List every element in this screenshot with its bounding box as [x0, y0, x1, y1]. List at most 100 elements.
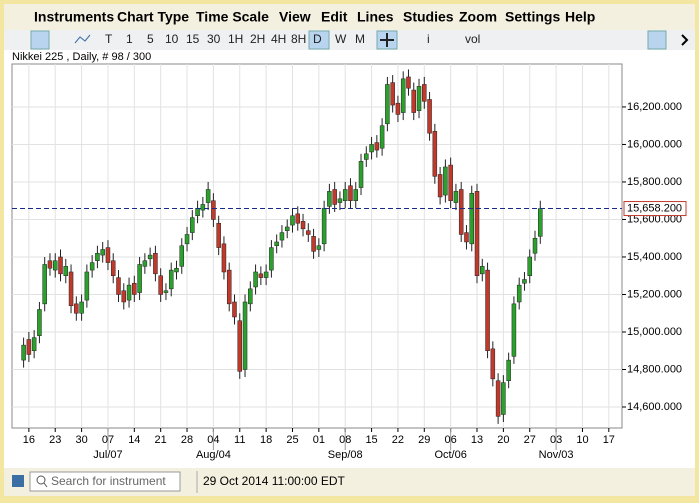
menu-item[interactable]: Time Scale — [196, 9, 269, 25]
candle-body — [52, 260, 58, 271]
tool-button[interactable] — [647, 30, 667, 50]
menu-item[interactable]: View — [279, 9, 311, 25]
candle-body — [248, 288, 253, 305]
current-price-box — [623, 201, 687, 217]
menu-item[interactable]: Studies — [403, 9, 454, 25]
menu-item[interactable]: Edit — [321, 9, 348, 25]
tool-button-label[interactable]: 1 — [126, 32, 133, 46]
candle-body — [538, 208, 543, 237]
candle-body — [480, 266, 485, 275]
search-box[interactable] — [29, 471, 181, 492]
candle-body — [137, 264, 142, 293]
candle-body — [147, 254, 153, 260]
candle-body — [100, 249, 105, 256]
menu-item[interactable]: Lines — [357, 9, 394, 25]
candle-body — [469, 192, 474, 245]
tool-button-label[interactable]: 2H — [250, 32, 265, 46]
current-price-label: 15,658.200 — [627, 202, 682, 214]
candle-body — [126, 284, 132, 301]
candle-body — [321, 207, 327, 245]
candle-body — [295, 213, 301, 224]
tool-button-label[interactable]: 5 — [147, 32, 154, 46]
x-tick-label: 20 — [497, 434, 509, 446]
tool-button-label[interactable]: M — [355, 32, 365, 46]
candle-body — [89, 262, 95, 271]
candle-body — [195, 207, 200, 216]
tool-button-label[interactable]: T — [105, 32, 113, 46]
search-placeholder: Search for instrument — [51, 474, 166, 488]
candle-body — [422, 84, 427, 102]
search-icon — [36, 475, 46, 485]
candle-body — [79, 301, 84, 314]
month-label: Nov/03 — [539, 449, 574, 461]
tool-button-label[interactable]: vol — [465, 32, 480, 46]
x-tick-label: 28 — [181, 434, 193, 446]
menu-item[interactable]: Help — [565, 9, 595, 25]
tool-button[interactable] — [30, 30, 50, 50]
candle-body — [495, 380, 501, 417]
candle-body — [84, 271, 90, 301]
tool-button-label[interactable]: W — [335, 32, 347, 46]
candle-body — [258, 273, 264, 278]
tool-button[interactable] — [308, 30, 330, 50]
y-tick-label: 16,000.000 — [627, 138, 682, 150]
candle-body — [485, 269, 490, 351]
search-icon — [43, 482, 48, 488]
candle-body — [21, 344, 26, 361]
candle-body — [132, 282, 137, 295]
candle-body — [448, 164, 453, 201]
candle-body — [390, 82, 395, 106]
menu-item[interactable]: Chart Type — [117, 9, 189, 25]
candle-body — [58, 256, 63, 275]
x-tick-label: 16 — [23, 434, 35, 446]
candle-body — [511, 303, 517, 357]
candle-body — [327, 191, 332, 207]
menu-item[interactable]: Settings — [505, 9, 560, 25]
y-tick-label: 15,200.000 — [627, 288, 682, 300]
month-label: Oct/06 — [434, 449, 466, 461]
candle-body — [184, 234, 190, 245]
y-tick-label: 14,600.000 — [627, 401, 682, 413]
candle-body — [110, 260, 116, 276]
candle-body — [364, 153, 369, 160]
month-label: Sep/08 — [328, 449, 363, 461]
x-tick-label: 15 — [365, 434, 377, 446]
tool-button-label[interactable]: 30 — [207, 32, 221, 46]
candle-body — [121, 290, 127, 303]
candle-body — [300, 221, 306, 230]
x-tick-label: 11 — [234, 434, 245, 446]
candle-body — [379, 125, 385, 149]
toolbar — [4, 30, 695, 50]
candle-body — [374, 142, 380, 151]
tool-button-label[interactable]: i — [427, 32, 430, 46]
tool-button-label[interactable]: D — [313, 32, 322, 46]
candle-body — [527, 256, 532, 276]
candle-body — [284, 226, 290, 231]
candle-body — [232, 301, 237, 318]
menu-item[interactable]: Instruments — [34, 9, 114, 25]
x-tick-label: 13 — [471, 434, 483, 446]
candle-body — [47, 260, 53, 269]
candle-body — [142, 260, 148, 267]
candle-body — [453, 191, 459, 203]
tool-button-label[interactable]: 4H — [271, 32, 286, 46]
candle-body — [31, 337, 37, 351]
tool-button-label[interactable]: 10 — [165, 32, 179, 46]
candle-body — [205, 189, 211, 203]
candle-body — [216, 222, 221, 248]
scroll-arrow[interactable] — [681, 34, 689, 46]
candle-body — [348, 185, 353, 201]
panel-icon[interactable] — [12, 475, 24, 487]
y-tick-label: 15,000.000 — [627, 326, 682, 338]
candle-body — [269, 247, 274, 271]
tool-button-label[interactable]: 8H — [291, 32, 306, 46]
tool-button-label[interactable]: 15 — [186, 32, 200, 46]
tool-button-label[interactable]: 1H — [228, 32, 243, 46]
menu-item[interactable]: Zoom — [459, 9, 497, 25]
candle-body — [274, 241, 279, 246]
candle-body — [532, 237, 538, 254]
candle-body — [42, 264, 47, 305]
candle-body — [400, 78, 406, 113]
